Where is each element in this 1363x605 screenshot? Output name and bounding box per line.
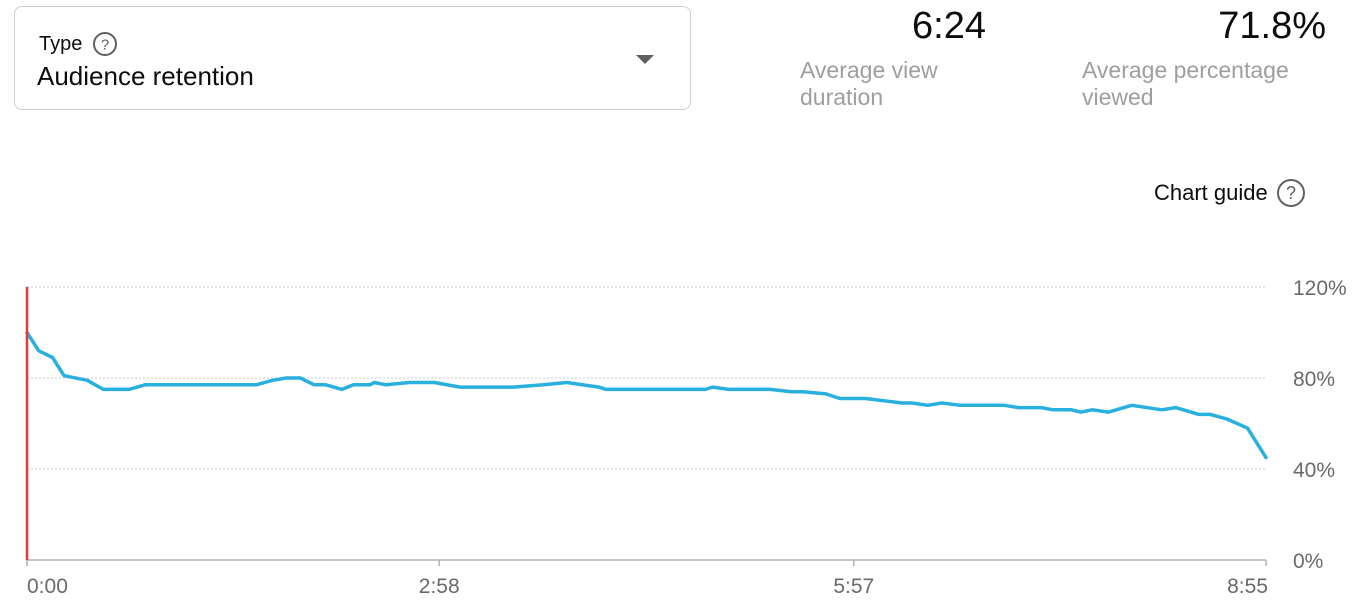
y-tick-label: 120% — [1293, 277, 1347, 300]
help-icon[interactable]: ? — [90, 29, 120, 59]
y-axis-ticks: 0% 40% 80% 120% — [1293, 277, 1347, 573]
type-selector[interactable]: Type ? Audience retention — [14, 6, 691, 110]
svg-text:?: ? — [101, 37, 109, 54]
average-percentage-viewed-value: 71.8% — [1082, 6, 1326, 46]
x-tick-label: 5:57 — [833, 575, 874, 598]
x-axis-ticks: 0:00 2:58 5:57 8:55 — [27, 560, 1268, 598]
help-icon: ? — [1274, 176, 1308, 210]
average-percentage-viewed-label: Average percentage viewed — [1082, 57, 1322, 111]
audience-retention-chart[interactable]: 0% 40% 80% 120% 0:00 2:58 5:57 8:55 — [0, 270, 1363, 605]
y-tick-label: 40% — [1293, 459, 1335, 482]
dropdown-arrow-icon[interactable] — [636, 55, 654, 64]
retention-series — [27, 333, 1266, 458]
retention-line — [27, 333, 1266, 458]
y-tick-label: 80% — [1293, 368, 1335, 391]
help-icon-graphic: ? — [1276, 178, 1306, 208]
type-label-row: Type ? — [39, 29, 120, 59]
average-view-duration-label: Average view duration — [800, 57, 1000, 111]
gridlines — [27, 287, 1266, 560]
type-label: Type — [39, 33, 82, 55]
y-tick-label: 0% — [1293, 550, 1323, 573]
help-icon-graphic: ? — [92, 31, 118, 57]
chart-guide-label: Chart guide — [1154, 176, 1268, 210]
x-tick-label: 0:00 — [27, 575, 68, 598]
average-view-duration-value: 6:24 — [800, 6, 986, 46]
type-value: Audience retention — [37, 61, 254, 91]
x-tick-label: 2:58 — [419, 575, 460, 598]
x-tick-label: 8:55 — [1227, 575, 1268, 598]
chart-guide-button[interactable]: Chart guide ? — [1154, 176, 1308, 210]
svg-text:?: ? — [1286, 183, 1296, 203]
